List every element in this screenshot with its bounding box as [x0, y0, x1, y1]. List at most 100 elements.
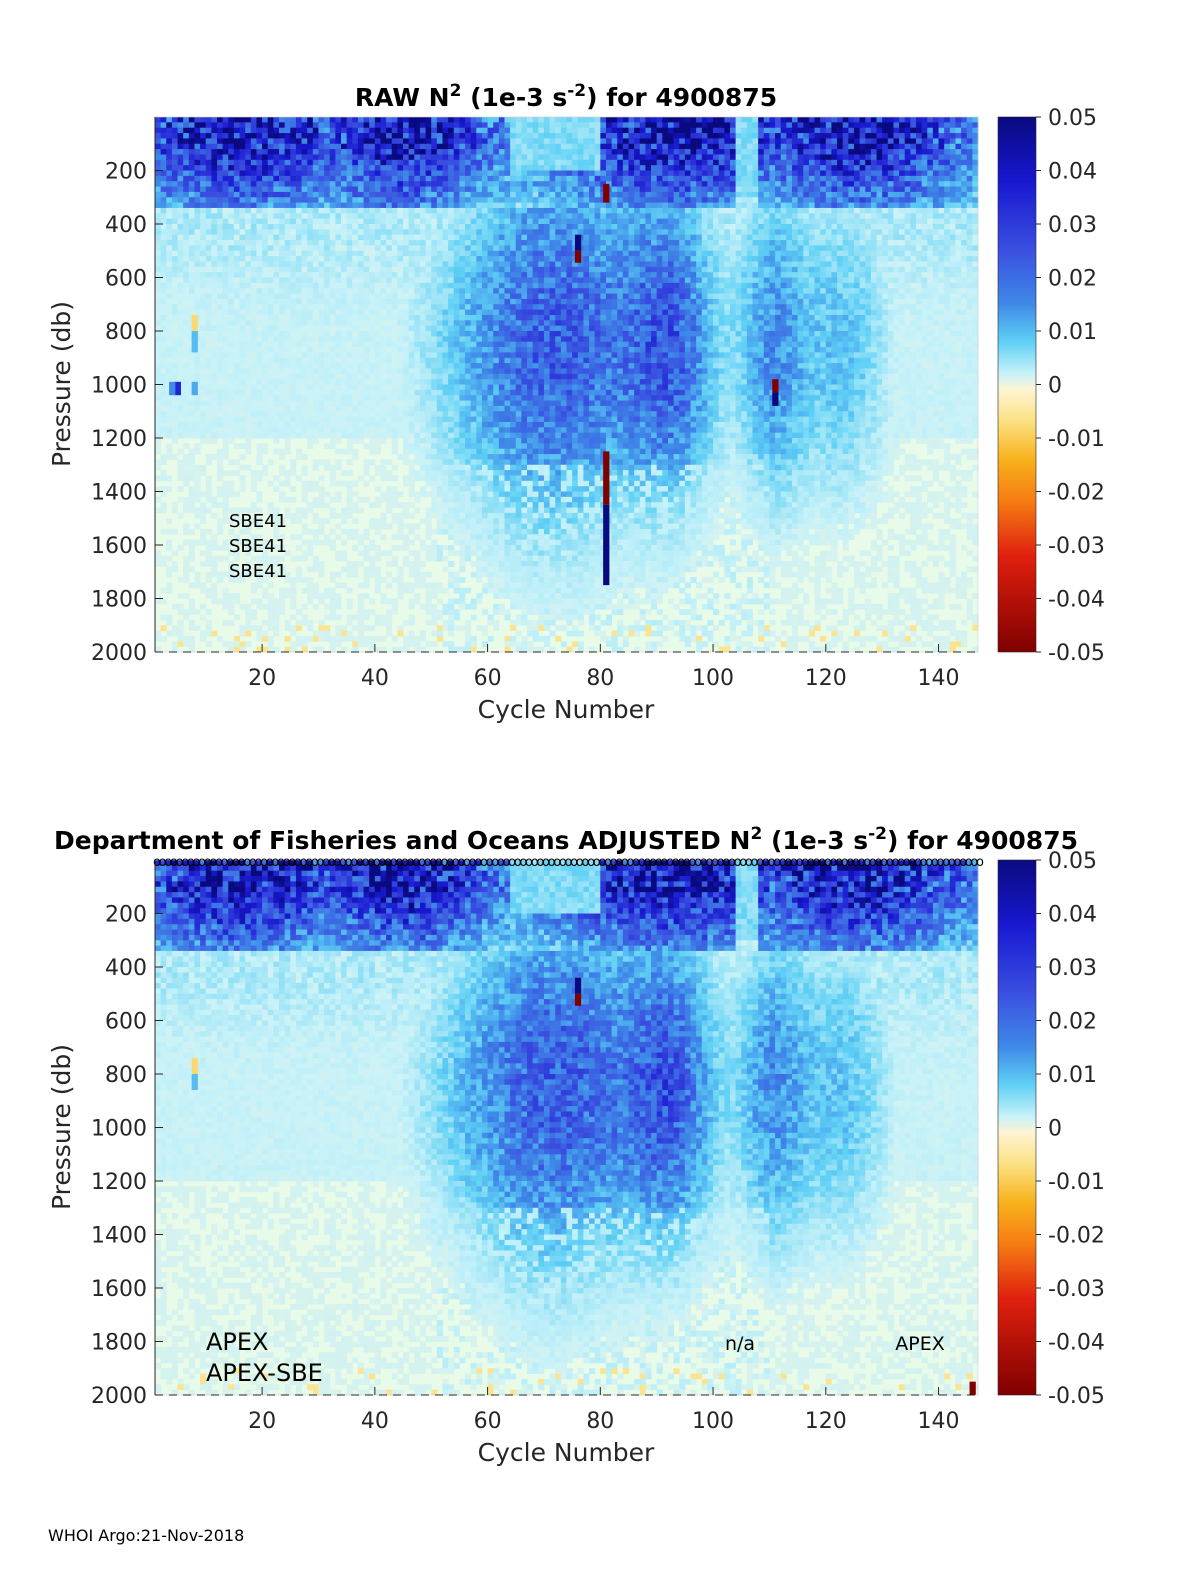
raw-heat-cell	[239, 395, 246, 401]
raw-heat-cell	[419, 320, 426, 327]
raw-heat-cell	[329, 443, 336, 450]
raw-heat-cell	[352, 325, 359, 332]
raw-heat-cell	[425, 373, 432, 380]
raw-heat-cell	[369, 400, 376, 407]
raw-heat-cell	[391, 603, 398, 610]
raw-heat-cell	[200, 272, 207, 278]
raw-heat-cell	[205, 507, 212, 514]
raw-heat-cell	[357, 593, 364, 599]
raw-heat-cell	[363, 191, 370, 198]
raw-heat-cell	[262, 159, 269, 166]
raw-heat-cell	[431, 117, 438, 123]
raw-heat-cell	[346, 587, 353, 594]
raw-heat-cell	[239, 486, 246, 492]
raw-heat-cell	[183, 528, 190, 535]
raw-heat-cell	[453, 400, 460, 407]
raw-heat-cell	[273, 438, 280, 444]
raw-heat-cell	[476, 518, 483, 524]
raw-heat-cell	[222, 347, 229, 353]
raw-heat-cell	[341, 170, 348, 177]
raw-heat-cell	[324, 395, 331, 401]
raw-heat-cell	[194, 432, 201, 439]
raw-heat-cell	[403, 411, 410, 417]
raw-heat-cell	[183, 288, 190, 294]
raw-heat-cell	[425, 352, 432, 359]
raw-heat-cell	[391, 191, 398, 198]
raw-heat-cell	[329, 149, 336, 155]
raw-heat-cell	[357, 539, 364, 546]
raw-heat-cell	[436, 416, 443, 423]
raw-heat-cell	[352, 357, 359, 364]
raw-heat-cell	[211, 411, 218, 417]
raw-heat-cell	[324, 373, 331, 380]
raw-heat-cell	[465, 486, 472, 492]
raw-heat-cell	[493, 309, 500, 316]
raw-heat-cell	[267, 314, 274, 321]
raw-heat-cell	[256, 175, 263, 182]
raw-heat-cell	[324, 427, 331, 434]
raw-heat-cell	[262, 384, 269, 391]
raw-heat-cell	[256, 545, 263, 551]
raw-heat-cell	[155, 336, 162, 343]
raw-heat-cell	[476, 534, 483, 541]
raw-heat-cell	[211, 197, 218, 203]
raw-heat-cell	[284, 256, 291, 262]
raw-heat-cell	[279, 240, 286, 246]
raw-heat-cell	[160, 405, 167, 412]
raw-heat-cell	[205, 395, 212, 401]
raw-heat-cell	[414, 224, 421, 230]
raw-heat-cell	[307, 438, 314, 444]
raw-heat-cell	[493, 459, 500, 466]
raw-heat-cell	[267, 213, 274, 220]
raw-heat-cell	[476, 256, 483, 262]
raw-heat-cell	[476, 229, 483, 236]
raw-heat-cell	[352, 405, 359, 412]
raw-heat-cell	[295, 245, 302, 252]
raw-heat-cell	[436, 528, 443, 535]
raw-heat-cell	[453, 309, 460, 316]
raw-heat-cell	[279, 470, 286, 476]
raw-heat-cell	[414, 459, 421, 466]
raw-heat-cell	[391, 373, 398, 380]
raw-heat-cell	[329, 427, 336, 434]
raw-heat-cell	[329, 411, 336, 417]
raw-heat-cell	[284, 170, 291, 177]
raw-heat-cell	[160, 288, 167, 294]
raw-heat-cell	[403, 384, 410, 391]
raw-heat-cell	[493, 384, 500, 391]
raw-heat-cell	[160, 373, 167, 380]
raw-heat-cell	[239, 373, 246, 380]
raw-heat-cell	[273, 347, 280, 353]
raw-heat-cell	[301, 480, 308, 487]
raw-heat-cell	[442, 443, 449, 450]
raw-heat-cell	[200, 427, 207, 434]
raw-heat-cell	[470, 298, 477, 305]
raw-heat-cell	[279, 379, 286, 385]
raw-heat-cell	[194, 261, 201, 268]
raw-heat-cell	[160, 314, 167, 321]
raw-heat-cell	[205, 363, 212, 369]
raw-heat-cell	[279, 133, 286, 139]
raw-heat-cell	[431, 133, 438, 139]
raw-heat-cell	[239, 240, 246, 246]
raw-heat-cell	[250, 379, 257, 385]
raw-heat-cell	[324, 240, 331, 246]
raw-heat-cell	[222, 298, 229, 305]
raw-heat-cell	[425, 432, 432, 439]
raw-heat-cell	[357, 165, 364, 171]
raw-heat-cell	[448, 368, 455, 375]
raw-heat-cell	[200, 379, 207, 385]
raw-heat-cell	[188, 170, 195, 177]
raw-heat-cell	[290, 630, 297, 637]
raw-heat-cell	[397, 491, 404, 498]
raw-heat-cell	[318, 379, 325, 385]
raw-heat-cell	[453, 379, 460, 385]
raw-heat-cell	[250, 582, 257, 589]
raw-heat-cell	[205, 416, 212, 423]
raw-heat-cell	[352, 320, 359, 327]
raw-heat-cell	[312, 384, 319, 391]
raw-heat-cell	[352, 571, 359, 578]
raw-heat-cell	[425, 619, 432, 626]
raw-heat-cell	[386, 191, 393, 198]
raw-heat-cell	[403, 641, 410, 648]
